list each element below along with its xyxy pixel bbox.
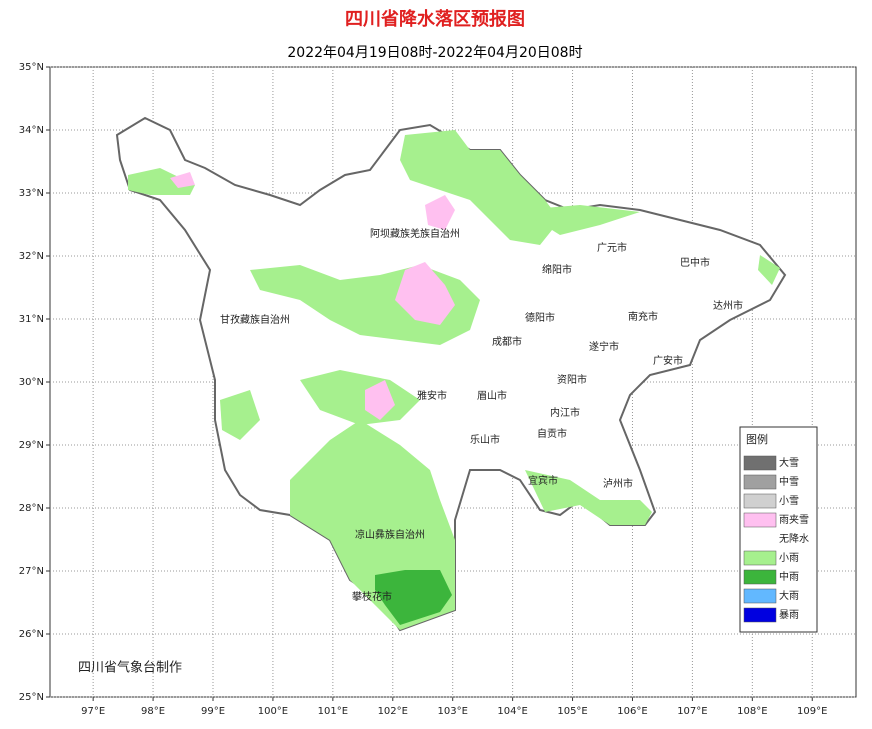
place-label: 甘孜藏族自治州	[220, 313, 290, 326]
credit: 四川省气象台制作	[78, 660, 182, 676]
lon-tick-label: 100°E	[258, 706, 288, 717]
lon-tick-label: 105°E	[557, 706, 587, 717]
lat-tick-label: 34°N	[19, 125, 44, 136]
place-label: 阿坝藏族羌族自治州	[370, 227, 460, 240]
place-label: 凉山彝族自治州	[355, 528, 425, 541]
lon-tick-label: 106°E	[617, 706, 647, 717]
sleet-areas	[170, 172, 455, 420]
legend-swatch	[744, 532, 776, 546]
legend-label: 中雨	[779, 570, 799, 583]
lon-tick-label: 103°E	[437, 706, 467, 717]
lon-tick-label: 98°E	[141, 706, 165, 717]
place-label: 攀枝花市	[352, 590, 392, 603]
legend-swatch	[743, 550, 777, 566]
place-label: 眉山市	[477, 389, 507, 402]
lat-tick-label: 28°N	[19, 503, 44, 514]
lon-tick-label: 104°E	[497, 706, 527, 717]
place-label: 乐山市	[470, 433, 500, 446]
lat-tick-label: 26°N	[19, 629, 44, 640]
place-label: 成都市	[492, 335, 522, 348]
legend-swatch	[743, 512, 777, 528]
legend-label: 雨夹雪	[779, 513, 809, 526]
legend-label: 暴雨	[779, 609, 799, 621]
place-label: 达州市	[713, 299, 743, 312]
legend-swatch	[743, 455, 777, 471]
place-label: 泸州市	[603, 477, 633, 490]
lat-tick-label: 27°N	[19, 566, 44, 577]
legend-label: 大雪	[779, 456, 799, 469]
place-label: 遂宁市	[589, 340, 619, 353]
legend-label: 中雪	[779, 475, 799, 488]
lon-tick-label: 97°E	[81, 706, 105, 717]
lon-tick-label: 102°E	[378, 706, 408, 717]
lat-tick-label: 32°N	[19, 251, 44, 262]
lon-tick-label: 109°E	[797, 706, 827, 717]
place-label: 雅安市	[417, 389, 447, 402]
legend-label: 大雨	[779, 589, 799, 602]
place-label: 绵阳市	[542, 263, 572, 276]
subtitle: 2022年04月19日08时-2022年04月20日08时	[287, 45, 582, 61]
moderate-rain-areas	[375, 570, 452, 625]
title: 四川省降水落区预报图	[345, 8, 525, 30]
lon-tick-label: 101°E	[318, 706, 348, 717]
legend-swatch	[743, 607, 777, 623]
lat-tick-label: 29°N	[19, 440, 44, 451]
legend-swatch	[743, 588, 777, 604]
lon-tick-label: 107°E	[677, 706, 707, 717]
place-label: 巴中市	[680, 256, 710, 269]
legend-label: 无降水	[779, 532, 809, 545]
legend-swatch	[743, 474, 777, 490]
legend-swatch	[743, 569, 777, 585]
lat-tick-label: 25°N	[19, 692, 44, 703]
place-label: 宜宾市	[528, 474, 558, 487]
legend-label: 小雪	[779, 495, 799, 507]
lat-tick-label: 35°N	[19, 62, 44, 73]
lat-tick-label: 30°N	[19, 377, 44, 388]
lon-tick-label: 99°E	[201, 706, 225, 717]
legend-label: 小雨	[779, 552, 799, 564]
place-label: 内江市	[550, 406, 580, 419]
place-label: 德阳市	[525, 311, 555, 324]
place-label: 自贡市	[537, 427, 567, 440]
place-label: 南充市	[628, 310, 658, 323]
legend-title: 图例	[746, 432, 768, 446]
place-label: 广元市	[597, 241, 627, 254]
lon-tick-label: 108°E	[737, 706, 767, 717]
lat-tick-label: 31°N	[19, 314, 44, 325]
legend-swatch	[743, 493, 777, 509]
place-label: 广安市	[653, 354, 683, 367]
lat-tick-label: 33°N	[19, 188, 44, 199]
place-label: 资阳市	[557, 373, 587, 386]
